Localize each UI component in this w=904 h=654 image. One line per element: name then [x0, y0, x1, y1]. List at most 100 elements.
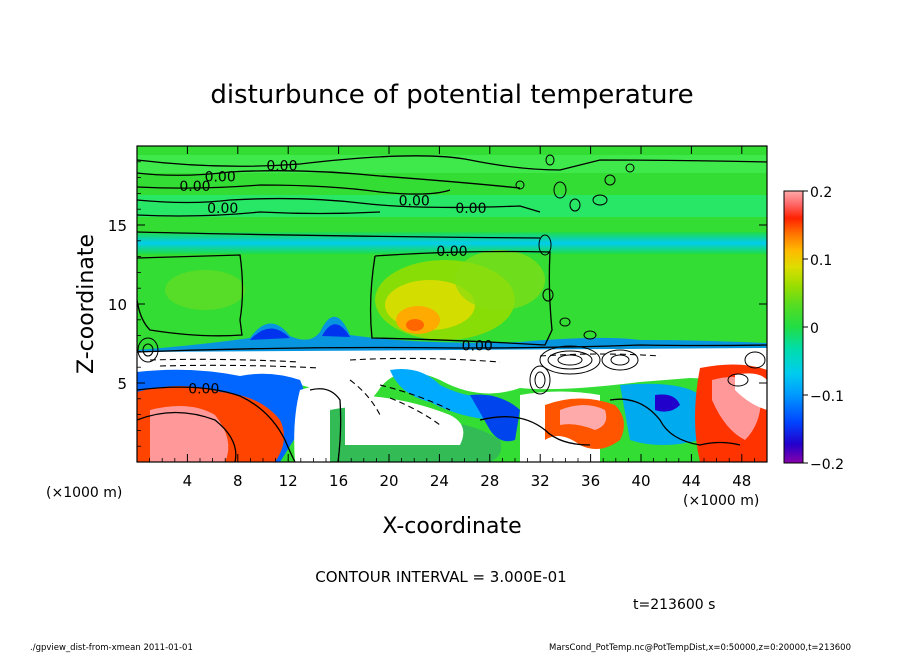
colorbar-tick-label: −0.2	[810, 457, 844, 473]
negative-contours	[149, 353, 661, 426]
turbulent-contours	[137, 154, 766, 395]
footer-right: MarsCond_PotTemp.nc@PotTempDist,x=0:5000…	[549, 643, 851, 653]
cyan-band	[137, 232, 767, 254]
x-tick-label: 48	[732, 472, 751, 490]
contour-line	[137, 155, 767, 171]
contour-labels: 0.000.000.000.00 0.00 0.000.000.000.00	[179, 159, 493, 398]
x-tick-label: 24	[430, 472, 449, 490]
contour-label: 0.00	[462, 339, 493, 355]
contour-label: 0.00	[455, 201, 486, 217]
contour-line	[137, 386, 296, 462]
warm-cell	[406, 319, 424, 331]
x-tick-label: 32	[531, 472, 550, 490]
contour-line	[149, 358, 301, 363]
x-tick-label: 44	[682, 472, 701, 490]
cool-region	[655, 394, 680, 412]
contour-line	[137, 184, 451, 195]
white-region	[345, 395, 464, 445]
cool-band	[250, 324, 350, 340]
field-stripe	[137, 195, 767, 217]
contour-line	[389, 397, 441, 426]
contour-loop	[539, 345, 601, 375]
contour-loop	[610, 354, 630, 366]
colorbar-tick-label: −0.1	[810, 389, 844, 405]
x-axis-unit: (×1000 m)	[683, 493, 759, 509]
chart-title: disturbunce of potential temperature	[210, 80, 693, 110]
warm-cell	[455, 250, 545, 310]
contour-loop	[583, 330, 597, 340]
contour-loop	[515, 180, 525, 190]
contour-loop	[553, 181, 567, 199]
x-tick-label: 28	[480, 472, 499, 490]
contour-line	[137, 411, 237, 462]
contour-label: 0.00	[188, 381, 219, 397]
contour-line	[137, 344, 767, 353]
contour-line	[137, 197, 541, 213]
warm-region	[560, 405, 607, 430]
contour-loop	[744, 351, 766, 369]
contour-line	[137, 254, 244, 337]
cool-region	[390, 369, 495, 420]
contour-loop	[529, 365, 551, 395]
contour-loop	[727, 373, 749, 387]
colorbar-tick-label: 0.2	[810, 185, 832, 201]
colorbar-ticks: 0.2 0.1 0 −0.1 −0.2	[803, 185, 844, 473]
contour-line	[309, 388, 342, 462]
contour-line	[137, 170, 521, 189]
x-tick-label: 20	[379, 472, 398, 490]
x-tick-label: 40	[631, 472, 650, 490]
contour-label: 0.00	[266, 159, 297, 175]
colorbar	[783, 190, 804, 464]
contour-line	[349, 379, 381, 416]
contour-label: 0.00	[436, 244, 467, 260]
time-label: t=213600 s	[633, 597, 715, 613]
contour-loop	[534, 371, 546, 389]
contour-loop	[542, 288, 554, 302]
warm-cell	[165, 270, 245, 310]
contour-line	[349, 357, 501, 363]
contour-loop	[604, 174, 616, 186]
contour-label: 0.00	[399, 193, 430, 209]
contour-loop	[559, 317, 571, 327]
x-tick-label: 36	[581, 472, 600, 490]
contour-lines	[137, 155, 767, 462]
contour-line	[539, 353, 661, 357]
x-axis-label: X-coordinate	[382, 514, 521, 539]
contour-loop	[142, 343, 154, 357]
contour-line	[609, 398, 741, 446]
contour-loop	[557, 354, 583, 366]
x-tick-label: 12	[279, 472, 298, 490]
contour-loop	[569, 198, 581, 212]
contour-loop	[592, 194, 608, 206]
y-axis-unit: (×1000 m)	[46, 485, 122, 501]
warm-region	[150, 406, 229, 462]
white-layer	[137, 348, 767, 406]
x-tick-label: 4	[183, 472, 193, 490]
y-tick-label: 5	[117, 375, 127, 393]
contour-loop	[601, 349, 639, 371]
contour-loop	[545, 154, 555, 166]
y-tick-label: 10	[108, 296, 127, 314]
contour-loop	[547, 350, 593, 370]
contour-label: 0.00	[179, 179, 210, 195]
cool-region	[470, 394, 520, 442]
contour-line	[369, 250, 553, 346]
contour-loop	[137, 337, 159, 363]
contour-interval: CONTOUR INTERVAL = 3.000E-01	[315, 568, 566, 586]
contour-line	[137, 211, 381, 217]
colorbar-tick-label: 0.1	[810, 253, 832, 269]
y-axis-label: Z-coordinate	[74, 234, 99, 374]
y-tick-label: 15	[108, 217, 127, 235]
contour-label: 0.00	[205, 170, 236, 186]
contour-line	[137, 231, 541, 239]
contour-label: 0.00	[207, 201, 238, 217]
colorbar-tick-label: 0	[810, 321, 819, 337]
x-tick-label: 16	[329, 472, 348, 490]
contour-line	[479, 416, 591, 446]
plot-area	[137, 146, 767, 462]
footer-left: ./gpview_dist-from-xmean 2011-01-01	[30, 643, 193, 653]
contour-loop	[625, 163, 635, 173]
contour-loop	[538, 234, 552, 256]
cool-region	[620, 383, 700, 445]
